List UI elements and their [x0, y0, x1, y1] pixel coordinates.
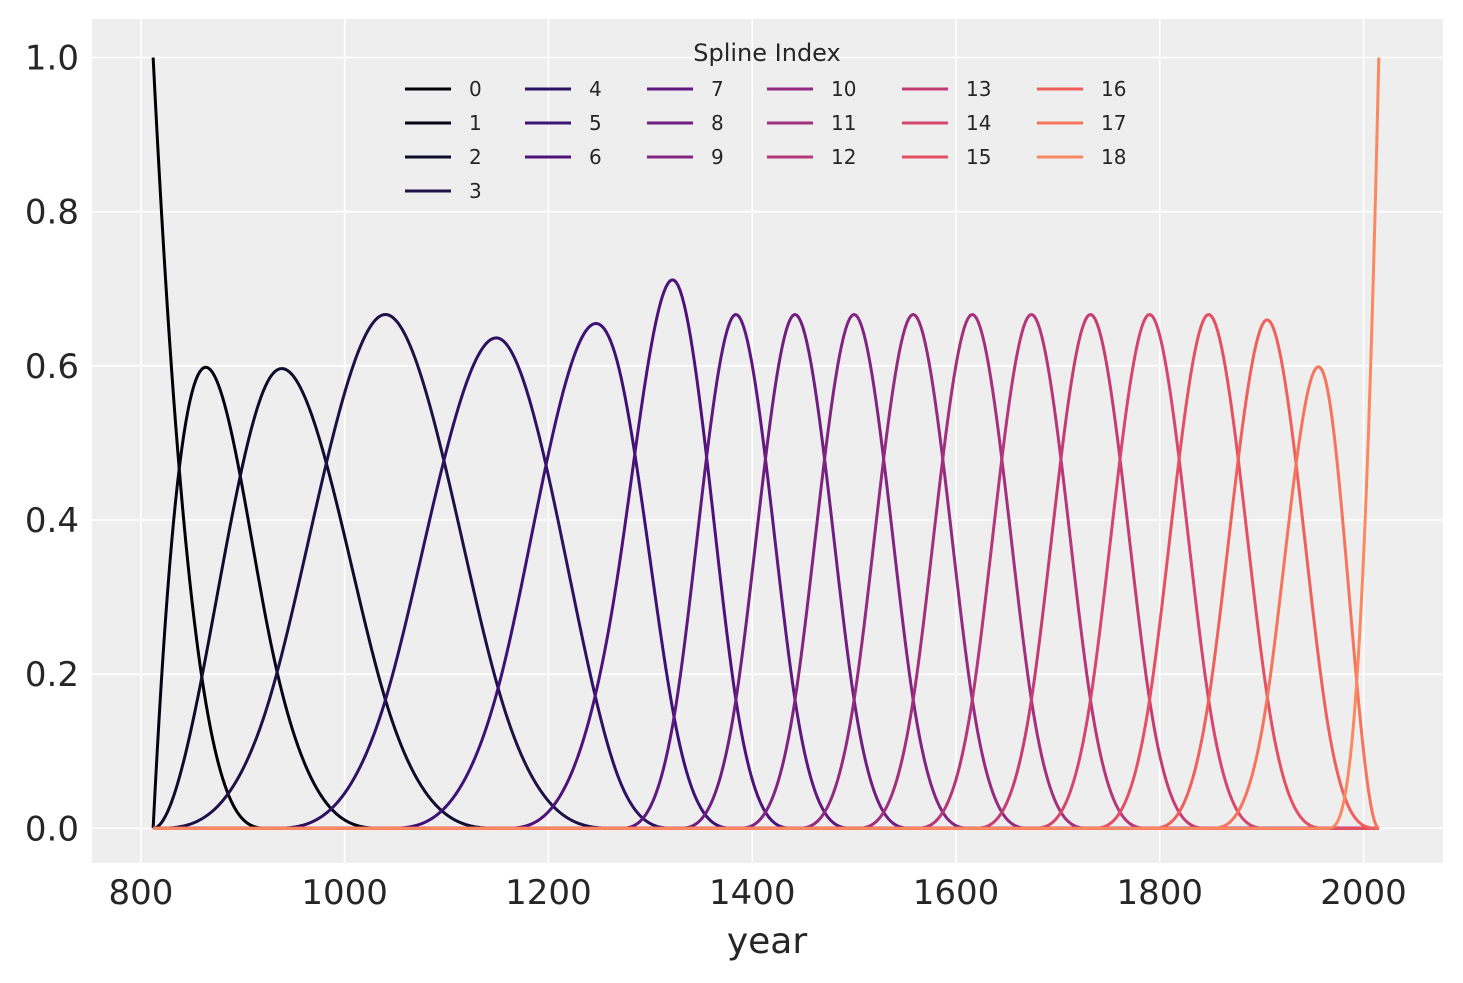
- legend-label: 17: [1101, 111, 1126, 135]
- legend-label: 8: [711, 111, 724, 135]
- y-tick-label: 0.0: [25, 809, 79, 849]
- y-tick-label: 0.4: [25, 501, 79, 541]
- legend-label: 18: [1101, 145, 1126, 169]
- legend-label: 6: [589, 145, 602, 169]
- spline-curves: [151, 57, 1381, 830]
- y-tick-label: 0.8: [25, 193, 79, 233]
- legend-label: 11: [831, 111, 856, 135]
- legend-label: 12: [831, 145, 856, 169]
- x-tick-label: 1000: [301, 873, 388, 913]
- legend-label: 14: [966, 111, 991, 135]
- x-axis-title: year: [727, 921, 808, 962]
- y-tick-label: 0.6: [25, 347, 79, 387]
- legend-label: 0: [469, 77, 482, 101]
- x-tick-label: 1400: [709, 873, 796, 913]
- x-tick-label: 1600: [913, 873, 1000, 913]
- legend-label: 7: [711, 77, 724, 101]
- legend: Spline Index 012345678910111213141516171…: [405, 39, 1126, 203]
- legend-label: 1: [469, 111, 482, 135]
- x-tick-label: 2000: [1320, 873, 1407, 913]
- x-tick-label: 1800: [1116, 873, 1203, 913]
- y-axis-ticks: 0.0 0.2 0.4 0.6 0.8 1.0: [25, 39, 79, 850]
- legend-label: 9: [711, 145, 724, 169]
- legend-label: 13: [966, 77, 991, 101]
- legend-label: 5: [589, 111, 602, 135]
- legend-label: 3: [469, 179, 482, 203]
- legend-label: 4: [589, 77, 602, 101]
- legend-label: 15: [966, 145, 991, 169]
- x-tick-label: 800: [108, 873, 173, 913]
- spline-curve-18: [153, 57, 1381, 830]
- legend-label: 10: [831, 77, 856, 101]
- x-axis-ticks: 800 1000 1200 1400 1600 1800 2000: [108, 873, 1406, 913]
- x-tick-label: 1200: [505, 873, 592, 913]
- legend-label: 2: [469, 145, 482, 169]
- legend-title: Spline Index: [693, 39, 840, 67]
- y-tick-label: 1.0: [25, 39, 79, 79]
- legend-label: 16: [1101, 77, 1126, 101]
- y-tick-label: 0.2: [25, 655, 79, 695]
